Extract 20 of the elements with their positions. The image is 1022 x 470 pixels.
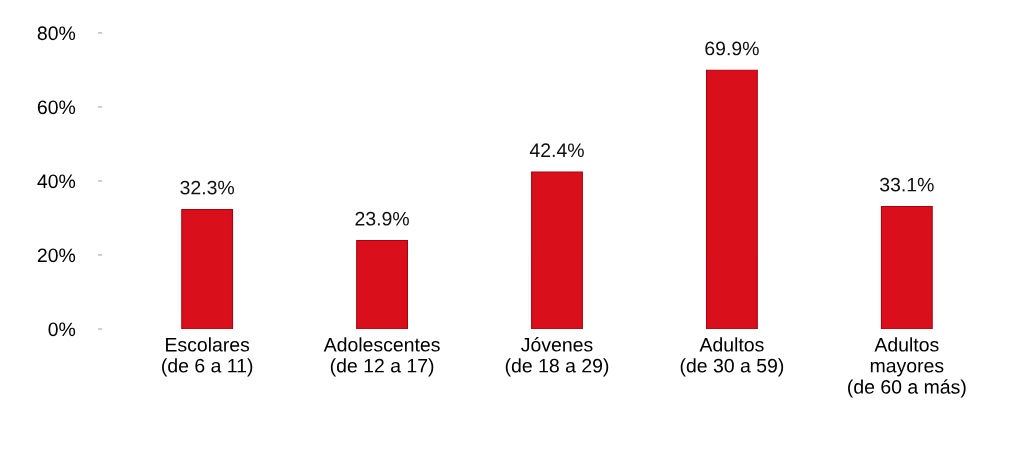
bar: [880, 205, 933, 329]
data-label: 32.3%: [180, 180, 235, 195]
data-label: 42.4%: [529, 143, 584, 158]
x-tick-label: Jóvenes (de 18 a 29): [505, 337, 609, 377]
data-label: 33.1%: [880, 177, 934, 192]
bar: [705, 69, 758, 329]
x-tick-label: Adolescentes (de 12 a 17): [323, 337, 440, 377]
data-label: 69.9%: [705, 41, 759, 56]
y-tick-label: 80%: [37, 26, 76, 41]
bar: [356, 239, 408, 329]
x-tick-label: Adultos mayores (de 60 a más): [848, 337, 966, 398]
x-tick-label: Adultos (de 30 a 59): [680, 337, 784, 377]
y-tick-label: 60%: [37, 100, 76, 115]
x-tick-label: Escolares (de 6 a 11): [162, 337, 253, 377]
bar: [531, 171, 583, 329]
bar: [181, 208, 234, 329]
data-label: 23.9%: [355, 211, 409, 226]
y-tick-label: 40%: [37, 174, 76, 189]
y-tick-label: 0%: [48, 322, 76, 337]
y-tick-label: 20%: [37, 248, 76, 263]
